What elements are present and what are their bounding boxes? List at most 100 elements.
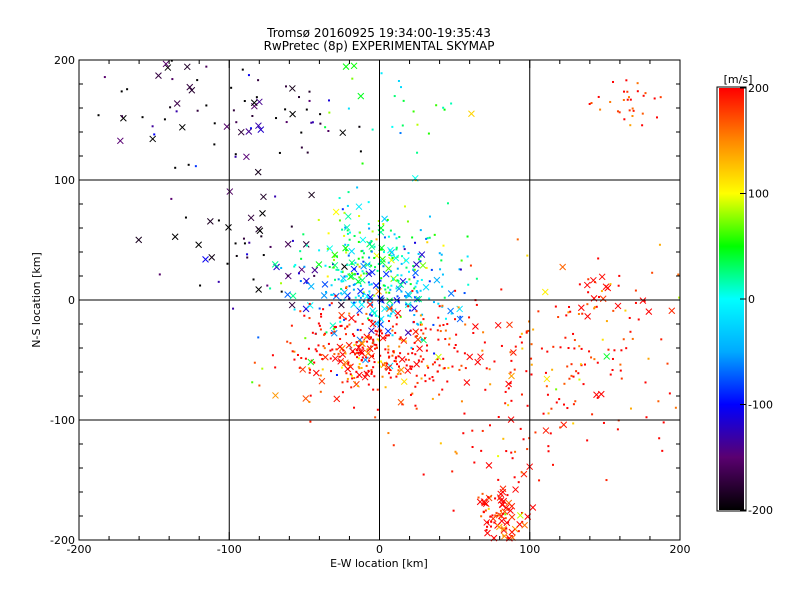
- data-point-dot: [347, 107, 350, 110]
- data-point-dot: [387, 351, 390, 354]
- data-point-dot: [341, 208, 344, 211]
- data-point-dot: [409, 303, 412, 306]
- data-point-dot: [424, 327, 427, 330]
- data-point-x: [516, 512, 524, 519]
- data-point-x: [254, 168, 262, 176]
- data-point-x: [333, 395, 341, 403]
- data-point-x: [348, 314, 355, 322]
- data-point-dot: [432, 379, 435, 382]
- data-point-dot: [369, 337, 372, 340]
- data-point-dot: [530, 357, 533, 360]
- data-point-dot: [347, 191, 350, 194]
- data-point-dot: [380, 329, 383, 332]
- data-point-dot: [423, 337, 426, 340]
- data-point-dot: [390, 270, 393, 273]
- data-point-dot: [416, 151, 419, 154]
- data-point-dot: [319, 328, 322, 331]
- data-point-dot: [348, 344, 351, 347]
- data-point-dot: [318, 324, 321, 327]
- data-point-dot: [315, 350, 318, 353]
- data-point-dot: [371, 355, 374, 358]
- data-point-dot: [653, 97, 656, 100]
- data-point-dot: [366, 317, 369, 320]
- data-point-dot: [370, 369, 373, 372]
- data-point-dot: [422, 473, 425, 476]
- data-point-dot: [348, 297, 351, 300]
- data-point-dot: [544, 371, 547, 374]
- data-point-dot: [439, 330, 442, 333]
- data-point-x: [183, 63, 191, 71]
- data-point-dot: [411, 365, 414, 368]
- data-point-dot: [439, 442, 442, 445]
- data-point-dot: [370, 372, 373, 375]
- data-point-dot: [459, 315, 462, 318]
- data-point-dot: [662, 421, 665, 424]
- data-point-dot: [428, 297, 431, 300]
- data-point-dot: [409, 309, 412, 312]
- data-point-dot: [419, 321, 422, 324]
- data-point-x: [495, 511, 503, 519]
- data-point-x: [386, 305, 393, 313]
- data-point-x: [508, 513, 516, 521]
- data-point-dot: [358, 215, 361, 218]
- data-point-dot: [554, 305, 557, 308]
- data-point-dot: [400, 86, 403, 89]
- data-point-dot: [525, 370, 528, 373]
- data-point-dot: [442, 367, 445, 370]
- data-point-dot: [500, 344, 503, 347]
- data-point-dot: [318, 307, 321, 310]
- data-point-dot: [460, 259, 463, 262]
- data-point-dot: [323, 333, 326, 336]
- data-point-x: [348, 259, 356, 266]
- data-point-dot: [362, 295, 365, 298]
- data-point-dot: [645, 416, 648, 419]
- data-point-dot: [510, 534, 513, 537]
- data-point-x: [541, 288, 549, 296]
- data-point-dot: [572, 422, 575, 425]
- data-point-dot: [396, 295, 399, 298]
- data-point-dot: [367, 336, 370, 339]
- data-point-dot: [367, 201, 370, 204]
- data-point-dot: [187, 163, 190, 166]
- data-point-dot: [641, 112, 644, 115]
- data-point-x: [477, 353, 484, 361]
- data-point-dot: [339, 316, 342, 319]
- data-point-dot: [422, 358, 425, 361]
- data-point-dot: [500, 288, 503, 291]
- data-point-dot: [407, 295, 410, 298]
- data-point-dot: [572, 332, 575, 335]
- data-point-x: [485, 462, 493, 469]
- data-point-dot: [549, 432, 552, 435]
- data-point-dot: [353, 406, 356, 409]
- data-point-x: [484, 529, 491, 537]
- data-point-x: [476, 498, 484, 506]
- data-point-dot: [217, 280, 220, 283]
- data-point-x: [447, 290, 455, 297]
- data-point-dot: [389, 376, 392, 379]
- grid-lines: [79, 60, 680, 540]
- data-point-dot: [338, 197, 341, 200]
- data-point-dot: [609, 283, 612, 286]
- data-point-dot: [612, 309, 615, 312]
- data-point-dot: [579, 363, 582, 366]
- data-point-dot: [242, 237, 245, 240]
- data-point-dot: [194, 165, 197, 168]
- data-point-dot: [403, 248, 406, 251]
- data-point-dot: [593, 281, 596, 284]
- data-point-dot: [393, 233, 396, 236]
- data-point-dot: [387, 261, 390, 264]
- data-point-dot: [454, 289, 457, 292]
- data-point-dot: [328, 111, 331, 114]
- data-point-dot: [392, 278, 395, 281]
- data-point-dot: [442, 244, 445, 247]
- data-point-dot: [572, 403, 575, 406]
- data-point-dot: [345, 275, 348, 278]
- data-point-dot: [642, 94, 645, 97]
- data-point-dot: [349, 364, 352, 367]
- data-point-dot: [623, 118, 626, 121]
- data-point-dot: [562, 403, 565, 406]
- y-tick-label: -100: [50, 414, 75, 427]
- data-point-x: [372, 282, 380, 289]
- data-point-dot: [340, 366, 343, 369]
- data-point-dot: [373, 256, 376, 259]
